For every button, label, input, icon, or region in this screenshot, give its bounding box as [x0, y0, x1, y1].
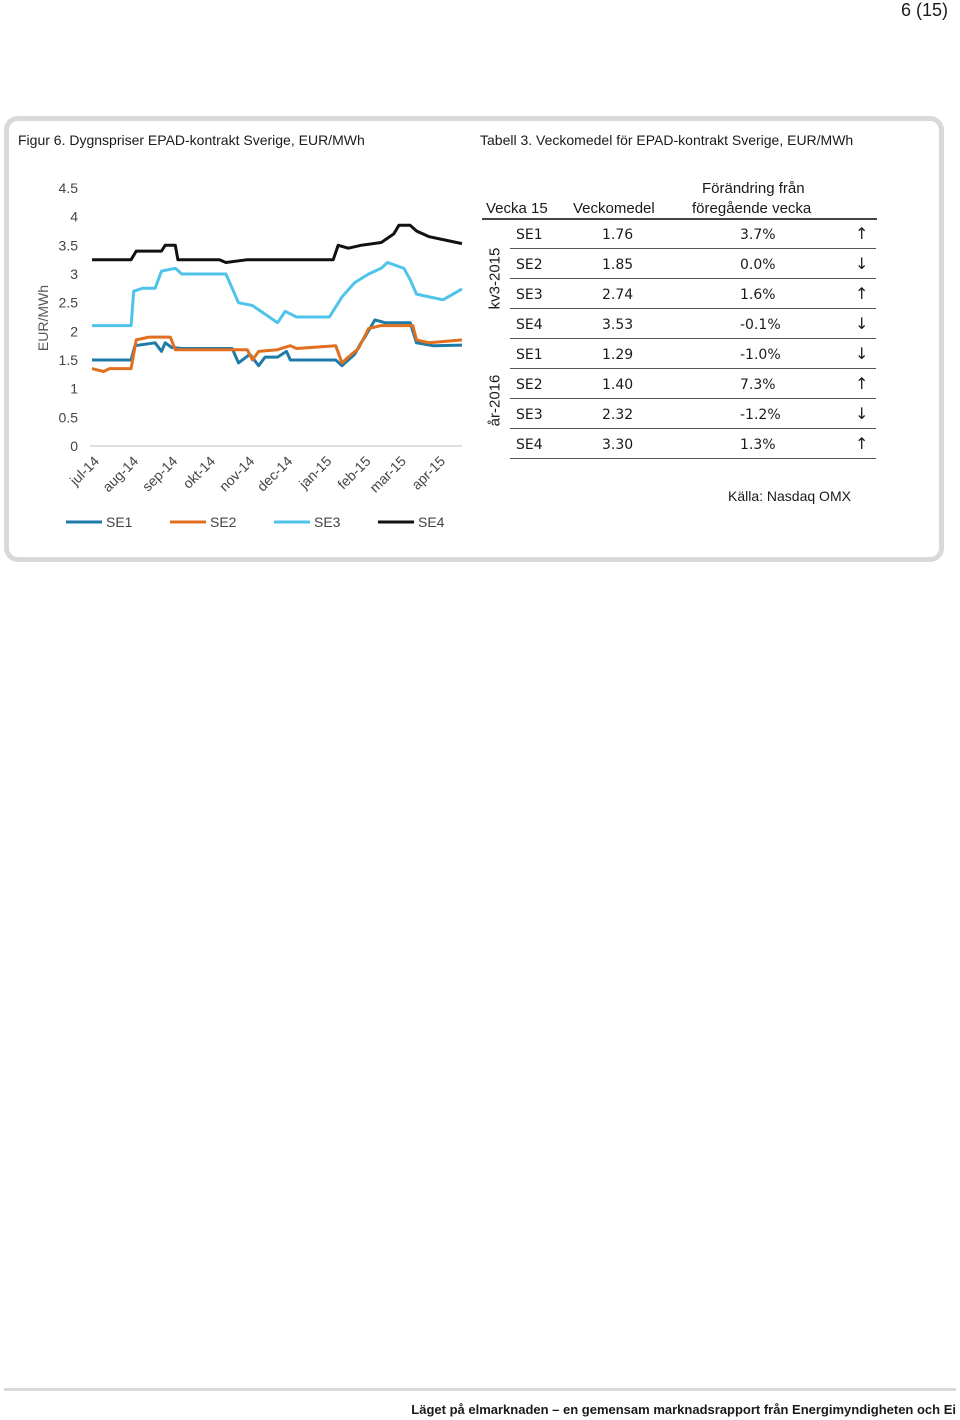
value-cell: 3.53 — [602, 317, 634, 333]
weekly-average-table: Vecka 15 Veckomedel Förändring från före… — [476, 172, 880, 472]
table-caption: Tabell 3. Veckomedel för EPAD-kontrakt S… — [480, 132, 854, 148]
area-cell: SE1 — [516, 227, 543, 243]
header-divider — [482, 218, 877, 220]
change-cell: -1.0% — [740, 347, 781, 363]
legend-label: SE3 — [314, 514, 341, 530]
series-line-se1 — [92, 318, 463, 368]
y-tick-label: 2.5 — [59, 295, 79, 311]
value-cell: 2.32 — [602, 407, 634, 423]
x-tick-label: nov-14 — [216, 453, 258, 495]
legend-label: SE4 — [418, 514, 445, 530]
table-row: SE1 1.76 3.7% ↑ — [510, 218, 876, 249]
y-tick-label: 3.5 — [59, 237, 79, 253]
series-line-se3 — [92, 261, 463, 328]
source-note: Källa: Nasdaq OMX — [728, 488, 851, 504]
area-cell: SE2 — [516, 257, 543, 273]
header-change-line2: föregående vecka — [692, 200, 812, 217]
header-average: Veckomedel — [573, 200, 655, 217]
x-tick-label: dec-14 — [254, 453, 296, 495]
x-tick-label: okt-14 — [179, 453, 218, 492]
table-row: SE4 3.53 -0.1% ↓ — [510, 308, 876, 339]
x-tick-label: apr-15 — [408, 453, 448, 493]
page-number: 6 (15) — [900, 0, 948, 20]
value-cell: 1.85 — [602, 257, 634, 273]
change-cell: 1.6% — [740, 287, 776, 303]
area-cell: SE3 — [516, 287, 543, 303]
y-tick-label: 2 — [70, 323, 78, 339]
x-tick-label: jan-15 — [295, 453, 335, 493]
header-change-line1: Förändring från — [702, 180, 805, 197]
trend-arrow-icon: ↓ — [855, 314, 869, 333]
y-tick-label: 1.5 — [59, 352, 79, 368]
area-cell: SE4 — [516, 317, 543, 333]
group-label-kv3-2015: kv3-2015 — [486, 247, 504, 310]
series-line-se4 — [92, 223, 463, 264]
value-cell: 3.30 — [602, 437, 634, 453]
table-row: SE1 1.29 -1.0% ↓ — [510, 338, 876, 369]
area-cell: SE2 — [516, 377, 543, 393]
y-tick-label: 0 — [70, 438, 78, 454]
footer-text: Läget på elmarknaden – en gemensam markn… — [411, 1402, 956, 1417]
trend-arrow-icon: ↑ — [855, 434, 869, 453]
header-week: Vecka 15 — [486, 200, 548, 217]
trend-arrow-icon: ↓ — [855, 344, 869, 363]
change-cell: -0.1% — [740, 317, 781, 333]
table-row: SE4 3.30 1.3% ↑ — [510, 428, 876, 459]
y-tick-label: 4.5 — [59, 180, 79, 196]
legend-label: SE2 — [210, 514, 237, 530]
trend-arrow-icon: ↓ — [855, 254, 869, 273]
value-cell: 1.29 — [602, 347, 634, 363]
change-cell: -1.2% — [740, 407, 781, 423]
trend-arrow-icon: ↓ — [855, 404, 869, 423]
footer-divider — [4, 1388, 956, 1391]
area-cell: SE4 — [516, 437, 543, 453]
group-label-ar-2016: år-2016 — [486, 374, 504, 427]
value-cell: 2.74 — [602, 287, 634, 303]
table-row: SE2 1.85 0.0% ↓ — [510, 248, 876, 279]
table-row: SE2 1.40 7.3% ↑ — [510, 368, 876, 399]
change-cell: 1.3% — [740, 437, 776, 453]
x-tick-label: jul-14 — [66, 453, 102, 489]
table-row: SE3 2.32 -1.2% ↓ — [510, 398, 876, 429]
y-tick-label: 1 — [70, 381, 78, 397]
x-tick-label: sep-14 — [139, 453, 181, 495]
area-cell: SE1 — [516, 347, 543, 363]
value-cell: 1.76 — [602, 227, 634, 243]
change-cell: 0.0% — [740, 257, 776, 273]
trend-arrow-icon: ↑ — [855, 284, 869, 303]
legend-label: SE1 — [106, 514, 133, 530]
area-cell: SE3 — [516, 407, 543, 423]
figure-caption: Figur 6. Dygnspriser EPAD-kontrakt Sveri… — [18, 132, 365, 148]
change-cell: 3.7% — [740, 227, 776, 243]
y-tick-label: 0.5 — [59, 409, 79, 425]
trend-arrow-icon: ↑ — [855, 374, 869, 393]
trend-arrow-icon: ↑ — [855, 224, 869, 243]
change-cell: 7.3% — [740, 377, 776, 393]
x-tick-label: aug-14 — [99, 453, 141, 495]
table-row: SE3 2.74 1.6% ↑ — [510, 278, 876, 309]
series-line-se2 — [91, 324, 463, 373]
figure-panel — [4, 116, 944, 562]
y-axis-label: EUR/MWh — [35, 285, 51, 351]
y-tick-label: 4 — [70, 209, 78, 225]
y-tick-label: 3 — [70, 266, 78, 282]
value-cell: 1.40 — [602, 377, 634, 393]
x-tick-label: mar-15 — [366, 453, 409, 496]
